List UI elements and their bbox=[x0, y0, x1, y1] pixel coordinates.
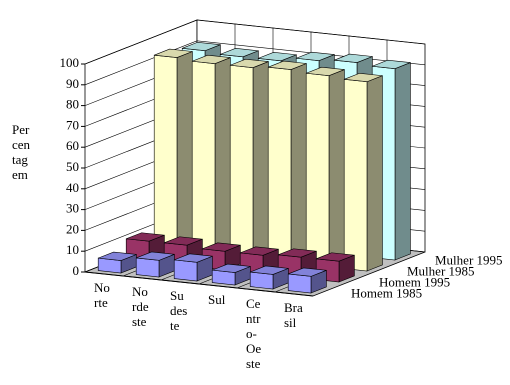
bar bbox=[211, 263, 251, 286]
bar bbox=[229, 58, 269, 260]
bar-side bbox=[394, 62, 411, 261]
bar-top bbox=[316, 252, 355, 262]
bar-top bbox=[344, 72, 383, 83]
bar-top bbox=[136, 251, 175, 261]
bar-front bbox=[135, 257, 160, 278]
bar-top bbox=[98, 251, 137, 261]
bar-top bbox=[154, 48, 193, 58]
bar bbox=[191, 54, 231, 256]
y-axis-label: Per cen tag em bbox=[12, 122, 31, 182]
bar-top bbox=[192, 54, 231, 64]
bar-top bbox=[250, 265, 289, 275]
bar-front bbox=[229, 64, 254, 260]
y-tick-label: 50 bbox=[66, 159, 79, 174]
bar bbox=[305, 66, 345, 268]
x-tick-label: No rte bbox=[94, 280, 110, 310]
x-tick-label: No rde ste bbox=[132, 284, 149, 329]
y-tick-label: 40 bbox=[66, 180, 79, 195]
y-tick-label: 20 bbox=[66, 221, 79, 236]
bar bbox=[153, 48, 193, 252]
bar-top bbox=[212, 263, 251, 273]
bar-side bbox=[214, 57, 231, 256]
bar-top bbox=[202, 242, 241, 252]
bar-top bbox=[278, 248, 317, 258]
bar-side bbox=[366, 75, 383, 272]
bar bbox=[135, 251, 175, 278]
bar bbox=[249, 265, 289, 290]
bar-side bbox=[290, 63, 307, 264]
bar-side bbox=[176, 51, 193, 252]
bar-front bbox=[305, 72, 330, 268]
bar-top bbox=[164, 236, 203, 246]
bar-top bbox=[268, 60, 307, 70]
bar-top bbox=[174, 253, 213, 263]
bar-top bbox=[220, 48, 259, 58]
bar-top bbox=[296, 51, 335, 61]
y-tick-label: 90 bbox=[66, 76, 79, 91]
series-label: Homem 1995 bbox=[379, 274, 450, 289]
bar bbox=[343, 72, 383, 272]
x-tick-label: Bra sil bbox=[284, 300, 303, 330]
bar-top bbox=[126, 232, 165, 242]
bar-top bbox=[182, 41, 221, 52]
x-tick-label: Ce ntr o- Oe ste bbox=[246, 296, 262, 371]
bar bbox=[97, 251, 137, 274]
bar-top bbox=[288, 267, 327, 277]
x-tick-label: Su des te bbox=[170, 288, 188, 333]
bar-top bbox=[334, 53, 373, 63]
bar-front bbox=[343, 78, 368, 272]
series-label: Mulher 1995 bbox=[435, 252, 503, 267]
bar-top bbox=[306, 66, 345, 76]
x-axis bbox=[84, 271, 314, 297]
y-tick-label: 100 bbox=[60, 55, 80, 70]
bar bbox=[287, 267, 327, 294]
y-tick-label: 30 bbox=[66, 201, 79, 216]
bar bbox=[173, 253, 213, 282]
bar-top bbox=[230, 58, 269, 68]
bar-top bbox=[372, 59, 411, 69]
y-tick-label: 0 bbox=[73, 263, 80, 278]
y-tick-label: 60 bbox=[66, 138, 79, 153]
series-label: Mulher 1985 bbox=[407, 263, 475, 278]
bar-front bbox=[191, 60, 216, 256]
bar-side bbox=[328, 69, 345, 268]
bar-top bbox=[258, 52, 297, 62]
bar-front bbox=[173, 259, 198, 282]
bar-side bbox=[252, 61, 269, 260]
bar bbox=[267, 60, 307, 264]
y-tick-label: 70 bbox=[66, 117, 79, 132]
bar-front bbox=[153, 54, 178, 252]
bar-top bbox=[240, 246, 279, 256]
bar-front bbox=[267, 66, 292, 264]
y-tick-label: 10 bbox=[66, 242, 79, 257]
bar-front bbox=[249, 271, 274, 290]
bar-front bbox=[287, 273, 312, 294]
series-label: Homem 1985 bbox=[351, 285, 422, 300]
y-tick-label: 80 bbox=[66, 97, 79, 112]
x-tick-label: Sul bbox=[208, 292, 226, 307]
